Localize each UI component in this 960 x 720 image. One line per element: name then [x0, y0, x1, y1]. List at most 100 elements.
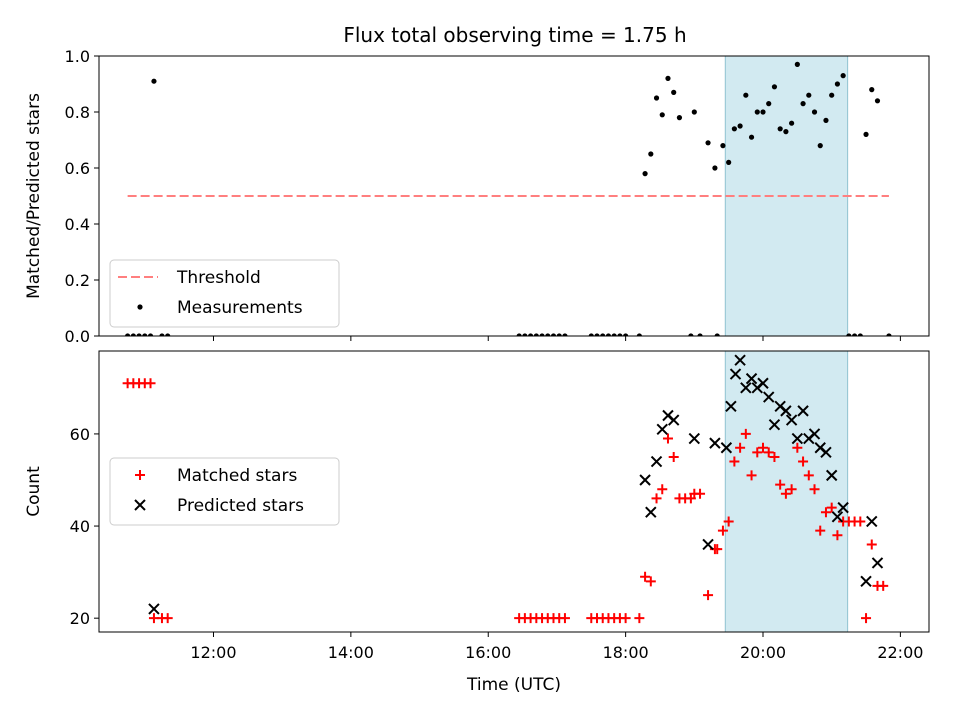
measurement-point — [846, 333, 852, 336]
matched-star-point — [746, 470, 757, 481]
predicted-star-point — [725, 400, 737, 412]
measurement-point — [851, 333, 858, 336]
matched-star-point — [815, 525, 826, 536]
measurement-point — [886, 333, 892, 336]
x-tick-label: 18:00 — [603, 643, 649, 662]
matched-star-point — [651, 493, 662, 504]
measurement-point — [714, 333, 720, 336]
y-tick-label: 0.6 — [65, 159, 90, 178]
measurement-point — [783, 129, 789, 135]
measurement-point — [136, 333, 142, 336]
x-tick-label: 14:00 — [328, 643, 374, 662]
y-tick-label: 0.0 — [65, 327, 90, 346]
measurement-point — [806, 92, 812, 98]
series-matched-stars — [122, 378, 889, 624]
predicted-star-point — [745, 372, 758, 385]
y-tick-label: 20 — [70, 609, 90, 628]
y-tick-label: 0.4 — [65, 215, 90, 234]
matched-star-point — [729, 456, 740, 467]
predicted-star-point — [734, 354, 746, 366]
plot-area — [125, 61, 892, 336]
predicted-star-point — [866, 515, 878, 528]
matched-star-point — [657, 484, 668, 495]
matched-star-point — [832, 530, 843, 541]
measurement-point — [705, 140, 711, 146]
measurement-point — [617, 333, 623, 336]
measurement-point — [600, 333, 606, 336]
predicted-star-point — [780, 405, 792, 417]
measurement-point — [748, 134, 755, 140]
predicted-star-point — [729, 368, 742, 380]
predicted-star-point — [763, 391, 775, 403]
predicted-star-point — [709, 437, 721, 449]
measurement-point — [869, 87, 875, 93]
matched-star-point — [878, 580, 889, 591]
measurement-point — [533, 333, 539, 336]
matched-star-point — [775, 479, 786, 490]
matched-star-point — [803, 470, 814, 481]
measurement-point — [545, 333, 551, 336]
x-tick-label: 20:00 — [740, 643, 786, 662]
measurement-point — [720, 143, 726, 149]
bottom-panel: 20 40 60 12:00 14:00 16:00 18:00 20:00 22:00 Coun… — [24, 350, 930, 695]
predicted-star-point — [785, 414, 798, 426]
measurement-point — [829, 92, 835, 98]
measurement-point — [688, 333, 694, 336]
predicted-star-point — [148, 603, 160, 615]
measurement-point — [823, 117, 829, 123]
predicted-star-point — [860, 575, 872, 588]
axes-frame — [98, 350, 930, 633]
matched-star-point — [162, 613, 173, 624]
y-axis-label: Count — [24, 466, 44, 517]
predicted-star-point — [820, 446, 832, 459]
measurement-point — [789, 120, 795, 126]
predicted-star-point — [791, 432, 804, 445]
measurement-point — [840, 73, 846, 79]
measurement-point — [760, 109, 766, 115]
y-tick-label: 1.0 — [65, 47, 90, 66]
measurement-point — [142, 333, 148, 336]
x-axis-label: Time (UTC) — [466, 675, 561, 695]
measurement-point — [766, 101, 772, 107]
measurement-point — [528, 333, 534, 336]
y-axis-label: Matched/Predicted stars — [24, 93, 44, 299]
matched-star-point — [712, 544, 723, 555]
legend: Threshold Measurements — [109, 259, 340, 328]
predicted-star-point — [650, 455, 663, 468]
matched-star-point — [723, 516, 734, 527]
matched-star-point — [792, 442, 803, 453]
x-tick-label: 16:00 — [465, 643, 511, 662]
measurement-point — [817, 143, 823, 149]
measurement-point — [691, 109, 697, 115]
measurement-point — [800, 101, 806, 107]
predicted-star-point — [871, 557, 884, 569]
matched-star-point — [861, 613, 872, 624]
matched-star-point — [752, 447, 763, 458]
measurement-point — [671, 89, 677, 95]
matched-star-point — [735, 442, 746, 453]
matched-star-point — [640, 571, 651, 582]
legend: Matched stars Predicted stars — [109, 457, 340, 526]
measurement-point — [588, 333, 594, 336]
measurement-point — [159, 333, 165, 336]
measurement-point — [642, 171, 648, 177]
measurement-point — [771, 84, 778, 90]
measurement-point — [636, 333, 642, 336]
predicted-star-point — [837, 501, 849, 514]
legend-label: Matched stars — [177, 466, 297, 486]
predicted-star-point — [825, 469, 838, 482]
predicted-star-point — [720, 442, 733, 454]
measurement-point — [648, 151, 654, 157]
legend-label: Predicted stars — [177, 496, 304, 516]
measurement-point — [125, 333, 131, 336]
matched-star-point — [763, 447, 774, 458]
measurement-point — [605, 333, 612, 336]
predicted-star-point — [831, 511, 844, 523]
x-tick-label: 12:00 — [190, 643, 236, 662]
predicted-star-point — [740, 382, 752, 394]
measurement-point — [743, 92, 749, 98]
legend-predicted-swatch — [134, 499, 146, 511]
measurement-point — [659, 112, 665, 118]
x-tick-label: 22:00 — [877, 643, 923, 662]
